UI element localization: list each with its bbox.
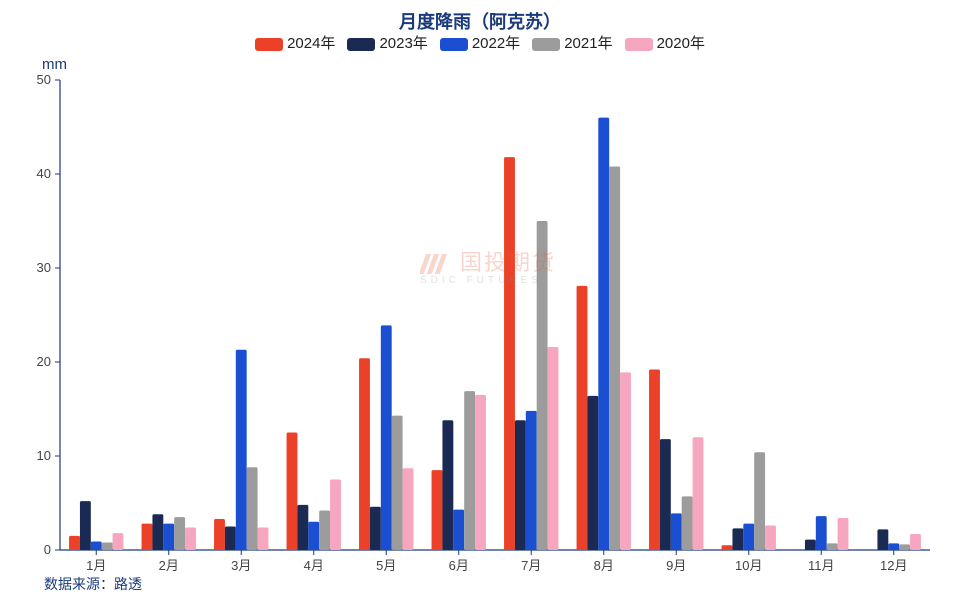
bar (888, 543, 899, 550)
bar (359, 358, 370, 550)
y-tick-label: 50 (37, 72, 51, 87)
legend-label: 2021年 (564, 35, 612, 52)
bar (609, 166, 620, 550)
bar (620, 372, 631, 550)
bar (660, 439, 671, 550)
bar (515, 420, 526, 550)
x-tick-label: 11月 (808, 558, 835, 573)
chart-legend: 2024年 2023年 2022年 2021年 2020年 (0, 32, 960, 53)
bar (816, 516, 827, 550)
bar (214, 519, 225, 550)
bar (163, 524, 174, 550)
bar (308, 522, 319, 550)
legend-swatch (255, 38, 283, 51)
bar (910, 534, 921, 550)
bar (185, 527, 196, 550)
bar (142, 524, 153, 550)
bar (671, 513, 682, 550)
x-tick-label: 8月 (594, 558, 614, 573)
bar (649, 370, 660, 550)
x-tick-label: 3月 (231, 558, 251, 573)
bar (537, 221, 548, 550)
legend-label: 2022年 (472, 35, 520, 52)
bar (805, 540, 816, 550)
legend-item: 2020年 (625, 32, 705, 53)
bar (370, 507, 381, 550)
legend-item: 2022年 (440, 32, 520, 53)
bar (102, 542, 113, 550)
bar (80, 501, 91, 550)
bar (319, 511, 330, 550)
x-tick-label: 6月 (449, 558, 469, 573)
bar (403, 468, 414, 550)
bar (598, 118, 609, 550)
x-tick-label: 10月 (735, 558, 762, 573)
y-tick-label: 30 (37, 260, 51, 275)
bar (69, 536, 80, 550)
bar (682, 496, 693, 550)
chart-container: 月度降雨（阿克苏） 2024年 2023年 2022年 2021年 2020年 mm 0… (0, 0, 960, 600)
legend-item: 2021年 (532, 32, 612, 53)
bar (258, 527, 269, 550)
bar (899, 544, 910, 550)
chart-plot: 0 10 20 30 40 50 1月 2月 3月 4月 5月 6月 7月 8月 9月 10月 11月 12月 (0, 0, 960, 600)
bar (247, 467, 258, 550)
bar (548, 347, 559, 550)
chart-title: 月度降雨（阿克苏） (0, 8, 960, 34)
bar (827, 543, 838, 550)
bar (743, 524, 754, 550)
x-tick-label: 4月 (304, 558, 324, 573)
bar (526, 411, 537, 550)
bar (504, 157, 515, 550)
y-axis-label: mm (42, 56, 67, 73)
bar (765, 526, 776, 550)
bar (693, 437, 704, 550)
bar (838, 518, 849, 550)
bar (732, 528, 743, 550)
bar (577, 286, 588, 550)
x-tick-label: 5月 (376, 558, 396, 573)
bar (432, 470, 443, 550)
x-tick-label: 2月 (159, 558, 179, 573)
bar (381, 325, 392, 550)
legend-label: 2024年 (287, 35, 335, 52)
bar (330, 480, 341, 551)
y-tick-label: 0 (44, 542, 51, 557)
x-tick-label: 12月 (880, 558, 907, 573)
y-tick-label: 10 (37, 448, 51, 463)
x-tick-label: 1月 (86, 558, 106, 573)
bar (287, 433, 298, 551)
y-tick-label: 40 (37, 166, 51, 181)
legend-label: 2023年 (379, 35, 427, 52)
bar (475, 395, 486, 550)
x-tick-label: 9月 (666, 558, 686, 573)
y-tick-label: 20 (37, 354, 51, 369)
legend-swatch (440, 38, 468, 51)
bar (91, 542, 102, 550)
bar (225, 527, 236, 551)
legend-label: 2020年 (657, 35, 705, 52)
legend-swatch (532, 38, 560, 51)
legend-swatch (625, 38, 653, 51)
legend-item: 2024年 (255, 32, 335, 53)
source-label: 数据来源：路透 (44, 574, 142, 594)
bar (877, 529, 888, 550)
bar (174, 517, 185, 550)
bar (113, 533, 124, 550)
bar (152, 514, 163, 550)
bar (587, 396, 598, 550)
bar (297, 505, 308, 550)
bar (464, 391, 475, 550)
legend-swatch (347, 38, 375, 51)
bar (722, 545, 733, 550)
bar (392, 416, 403, 550)
bar (754, 452, 765, 550)
bar (236, 350, 247, 550)
x-tick-label: 7月 (521, 558, 541, 573)
bar (442, 420, 453, 550)
legend-item: 2023年 (347, 32, 427, 53)
bar (453, 510, 464, 550)
